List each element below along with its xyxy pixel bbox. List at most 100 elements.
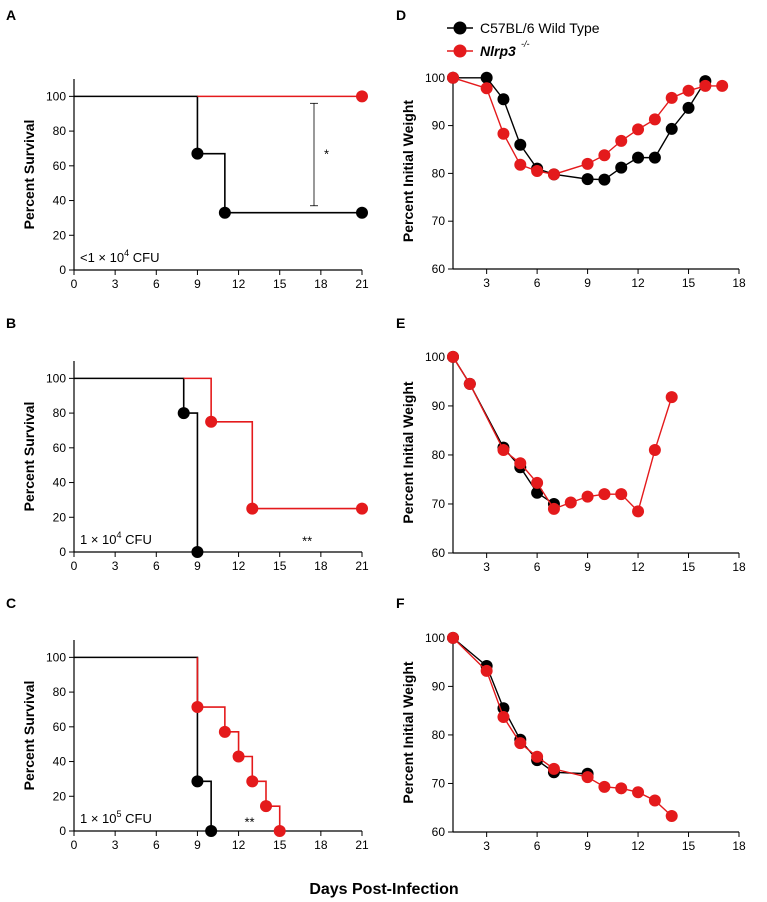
x-axis-title: Days Post-Infection bbox=[309, 881, 458, 898]
panel-c-y-tick-label: 80 bbox=[53, 685, 67, 699]
panel-b-y-axis-title: Percent Survival bbox=[21, 402, 37, 512]
panel-a-series-wild-type-point bbox=[356, 206, 368, 219]
panel-a-series-wild-type-point bbox=[191, 147, 204, 160]
panel-e-y-tick-label: 90 bbox=[432, 399, 446, 413]
panel-a: A 0 3 6 9 12 15 18 21 0 20 40 60 80 100 Percent Surviv… bbox=[6, 7, 369, 291]
panel-d-y-tick-label: 60 bbox=[432, 262, 446, 276]
panel-a-series-wild-type-point bbox=[218, 206, 231, 219]
panel-a-y-axis-title: Percent Survival bbox=[21, 120, 37, 230]
panel-a-label: A bbox=[6, 7, 16, 23]
panel-d-x-tick-label: 9 bbox=[584, 276, 591, 290]
panel-e-series-nlrp3-line bbox=[452, 356, 673, 513]
panel-d-x-tick-label: 6 bbox=[534, 276, 541, 290]
panel-c-series-nlrp3-point bbox=[191, 701, 204, 714]
panel-f-series-nlrp3-point bbox=[598, 780, 611, 793]
panel-c-label: C bbox=[6, 595, 16, 611]
panel-d-series-wild-type-point bbox=[615, 161, 628, 174]
panel-b-y-tick-label: 100 bbox=[46, 371, 66, 385]
panel-e-series-nlrp3-point bbox=[547, 502, 560, 515]
panel-f-label: F bbox=[396, 595, 405, 611]
panel-c-series-nlrp3-point bbox=[232, 750, 245, 763]
panel-d-label: D bbox=[396, 7, 406, 23]
panel-b-series-nlrp3-point bbox=[356, 502, 368, 515]
panel-e-y-tick-label: 100 bbox=[425, 350, 445, 364]
panel-e-y-axis-title: Percent Initial Weight bbox=[400, 381, 416, 523]
panel-b-x-tick-label: 12 bbox=[232, 559, 246, 573]
panel-c-series-nlrp3-point bbox=[218, 725, 231, 738]
panel-f-series-nlrp3-point bbox=[447, 631, 459, 644]
panel-f-x-tick-label: 6 bbox=[534, 839, 541, 853]
panel-d-series-nlrp3-point bbox=[531, 165, 544, 177]
panel-b-y-tick-label: 60 bbox=[53, 441, 67, 455]
panel-d-series-wild-type-point bbox=[665, 122, 678, 135]
panel-a-x-tick-label: 9 bbox=[194, 277, 201, 291]
panel-d-series-nlrp3-point bbox=[514, 158, 527, 171]
panel-c-series-wild-type-point bbox=[205, 825, 218, 837]
panel-b-series-wild-type-point bbox=[191, 546, 204, 558]
panel-c-x-tick-label: 21 bbox=[355, 838, 369, 852]
panel-d-x-tick-label: 15 bbox=[682, 276, 696, 290]
panel-d-y-tick-label: 100 bbox=[425, 71, 445, 85]
panel-b-x-tick-label: 6 bbox=[153, 559, 160, 573]
panel-d-series-nlrp3-point bbox=[682, 84, 695, 97]
panel-a-x-tick-label: 21 bbox=[355, 277, 369, 291]
panel-d-y-axis-title: Percent Initial Weight bbox=[400, 100, 416, 242]
panel-c-series-nlrp3-point bbox=[260, 800, 272, 813]
panel-d-y-tick-label: 80 bbox=[432, 166, 446, 180]
panel-d-series-nlrp3-point bbox=[699, 79, 712, 92]
panel-e-series-nlrp3-point bbox=[463, 377, 476, 390]
panel-a-y-tick-label: 100 bbox=[46, 89, 66, 103]
panel-a-y-tick-label: 60 bbox=[53, 159, 67, 173]
panel-f-series-nlrp3-point bbox=[480, 664, 493, 677]
panel-f: F 3 6 9 12 15 18 60 70 80 90 100 Percent Initial We… bbox=[396, 595, 746, 853]
panel-b-series-nlrp3-point bbox=[205, 415, 218, 428]
panel-b-significance: ** bbox=[302, 534, 312, 549]
legend-wild-type-label: C57BL/6 Wild Type bbox=[480, 20, 600, 36]
panel-b-x-tick-label: 3 bbox=[112, 559, 119, 573]
panel-c-significance: ** bbox=[244, 814, 254, 829]
panel-c-x-tick-label: 3 bbox=[112, 838, 119, 852]
panel-c: C 0 3 6 9 12 15 18 21 0 20 40 60 80 100 Percent Surviv… bbox=[6, 595, 369, 852]
panel-b-series-wild-type-line bbox=[74, 377, 199, 552]
panel-f-series-nlrp3-point bbox=[632, 786, 645, 799]
panel-e-series-nlrp3-point bbox=[514, 457, 527, 470]
panel-e-x-tick-label: 12 bbox=[631, 560, 645, 574]
panel-f-y-axis-title: Percent Initial Weight bbox=[400, 661, 416, 803]
panel-a-y-tick-label: 40 bbox=[53, 194, 67, 208]
panel-d-x-tick-label: 3 bbox=[483, 276, 490, 290]
panel-f-series-nlrp3-point bbox=[615, 782, 628, 795]
panel-f-series-nlrp3-point bbox=[497, 710, 510, 723]
panel-d-series-wild-type-point bbox=[598, 173, 611, 186]
panel-c-y-tick-label: 60 bbox=[53, 720, 67, 734]
panel-d-series-wild-type-point bbox=[514, 138, 527, 151]
panel-d-series-nlrp3-point bbox=[497, 127, 510, 140]
panel-d-series-wild-type-point bbox=[581, 173, 594, 186]
panel-f-y-tick-label: 90 bbox=[432, 679, 446, 693]
panel-a-x-tick-label: 6 bbox=[153, 277, 160, 291]
panel-e-series-nlrp3-point bbox=[615, 488, 628, 501]
panel-b-x-tick-label: 15 bbox=[273, 559, 287, 573]
panel-c-y-tick-label: 20 bbox=[53, 789, 67, 803]
panel-f-series-nlrp3-point bbox=[531, 750, 544, 763]
panel-f-x-tick-label: 15 bbox=[682, 839, 696, 853]
panel-b-y-tick-label: 0 bbox=[59, 545, 66, 559]
panel-e-series-nlrp3-point bbox=[531, 476, 544, 489]
panel-f-series-wild-type-point bbox=[497, 702, 510, 715]
panel-f-y-tick-label: 70 bbox=[432, 776, 446, 790]
panel-a-x-tick-label: 15 bbox=[273, 277, 287, 291]
panel-d-y-tick-label: 90 bbox=[432, 119, 446, 133]
panel-d-series-nlrp3-point bbox=[547, 168, 560, 181]
panel-d-series-nlrp3-point bbox=[480, 82, 493, 95]
panel-d-series-nlrp3-point bbox=[632, 123, 645, 136]
panel-d-series-wild-type-point bbox=[480, 71, 493, 84]
panel-c-series-nlrp3-point bbox=[246, 775, 259, 788]
legend-nlrp3-marker bbox=[453, 44, 467, 58]
panel-c-series-nlrp3-point bbox=[273, 825, 286, 837]
panel-d-series-nlrp3-point bbox=[665, 91, 678, 104]
panel-d-y-tick-label: 70 bbox=[432, 214, 446, 228]
panel-f-x-tick-label: 3 bbox=[483, 839, 490, 853]
panel-f-y-tick-label: 80 bbox=[432, 728, 446, 742]
panel-e-series-nlrp3-point bbox=[497, 444, 510, 457]
panel-e-series-nlrp3-point bbox=[447, 350, 459, 363]
